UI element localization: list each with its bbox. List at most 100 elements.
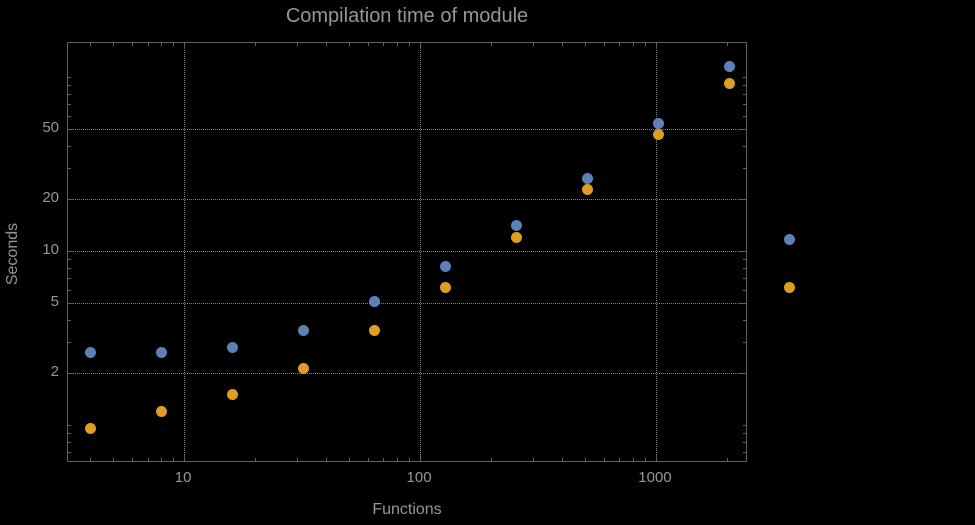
tick-mark (532, 458, 534, 461)
tick-mark (633, 458, 635, 461)
tick-mark (726, 43, 728, 46)
x-tick-label: 1000 (638, 469, 672, 486)
tick-mark (743, 342, 746, 344)
tick-mark (726, 458, 728, 461)
data-point-series-1-blue (368, 296, 380, 308)
y-gridline (68, 198, 746, 200)
tick-mark (740, 372, 746, 374)
tick-mark (255, 458, 257, 461)
tick-layer (68, 43, 746, 461)
tick-mark (90, 458, 92, 461)
tick-mark (740, 198, 746, 200)
tick-mark (68, 168, 71, 170)
data-point-series-2-orange (368, 324, 380, 336)
tick-mark (743, 115, 746, 117)
data-point-series-2-orange (652, 128, 664, 140)
tick-mark (68, 85, 71, 87)
tick-mark (326, 458, 328, 461)
tick-mark (740, 129, 746, 131)
tick-mark (740, 303, 746, 305)
tick-mark (68, 451, 71, 453)
tick-mark (743, 320, 746, 322)
tick-mark (68, 146, 71, 148)
data-point-series-1-blue (510, 220, 522, 232)
tick-mark (743, 432, 746, 434)
tick-mark (90, 43, 92, 46)
tick-mark (743, 451, 746, 453)
tick-mark (562, 43, 564, 46)
tick-mark (68, 320, 71, 322)
tick-mark (603, 43, 605, 46)
tick-mark (743, 441, 746, 443)
tick-mark (409, 43, 411, 46)
data-point-series-2-orange (297, 363, 309, 375)
data-point-series-2-orange (84, 422, 96, 434)
tick-mark (68, 303, 74, 305)
tick-mark (743, 425, 746, 427)
data-point-series-1-blue (652, 118, 664, 130)
tick-mark (184, 455, 186, 461)
tick-mark (491, 458, 493, 461)
y-gridline (68, 303, 746, 305)
data-point-series-1-blue (84, 347, 96, 359)
data-point-series-1-blue (723, 61, 735, 73)
tick-mark (397, 458, 399, 461)
tick-mark (184, 43, 186, 49)
tick-mark (743, 278, 746, 279)
tick-mark (420, 43, 422, 49)
tick-mark (645, 43, 647, 46)
tick-mark (491, 43, 493, 46)
tick-mark (619, 458, 621, 461)
data-point-series-2-orange (155, 405, 167, 417)
tick-mark (255, 43, 257, 46)
data-point-layer (68, 43, 746, 461)
y-tick-label: 20 (42, 188, 59, 206)
tick-mark (740, 251, 746, 253)
legend (784, 234, 804, 304)
tick-mark (147, 458, 149, 461)
tick-mark (409, 458, 411, 461)
tick-mark (397, 43, 399, 46)
x-tick-label: 100 (406, 469, 432, 486)
y-tick-label: 5 (50, 293, 59, 311)
tick-mark (68, 77, 71, 79)
tick-mark (326, 43, 328, 46)
tick-mark (349, 458, 351, 461)
tick-mark (68, 267, 71, 269)
x-axis-label: Functions (372, 501, 442, 518)
plot-frame (67, 42, 747, 462)
data-point-series-2-orange (510, 231, 522, 243)
tick-mark (532, 43, 534, 46)
data-point-series-1-blue (439, 260, 451, 272)
tick-mark (743, 85, 746, 87)
tick-mark (68, 289, 71, 291)
tick-mark (68, 342, 71, 344)
tick-mark (161, 43, 163, 46)
chart-title: Compilation time of module (285, 5, 529, 27)
tick-mark (173, 43, 175, 46)
tick-mark (147, 43, 149, 46)
legend-marker-2 (784, 282, 795, 293)
tick-mark (383, 458, 385, 461)
tick-mark (296, 43, 298, 46)
tick-mark (68, 259, 71, 261)
y-gridline (68, 251, 746, 253)
data-point-series-1-blue (226, 341, 238, 353)
legend-marker-1 (784, 234, 795, 245)
grid-layer (68, 43, 746, 461)
data-point-series-1-blue (155, 347, 167, 359)
tick-mark (367, 43, 369, 46)
tick-mark (743, 93, 746, 95)
data-point-series-2-orange (439, 281, 451, 293)
y-gridline (68, 129, 746, 131)
tick-mark (68, 372, 74, 374)
tick-mark (68, 198, 74, 200)
tick-mark (68, 129, 74, 131)
tick-mark (743, 146, 746, 148)
tick-mark (68, 432, 71, 434)
tick-mark (584, 43, 586, 46)
tick-mark (633, 43, 635, 46)
tick-mark (349, 43, 351, 46)
data-point-series-2-orange (226, 388, 238, 400)
tick-mark (113, 43, 115, 46)
